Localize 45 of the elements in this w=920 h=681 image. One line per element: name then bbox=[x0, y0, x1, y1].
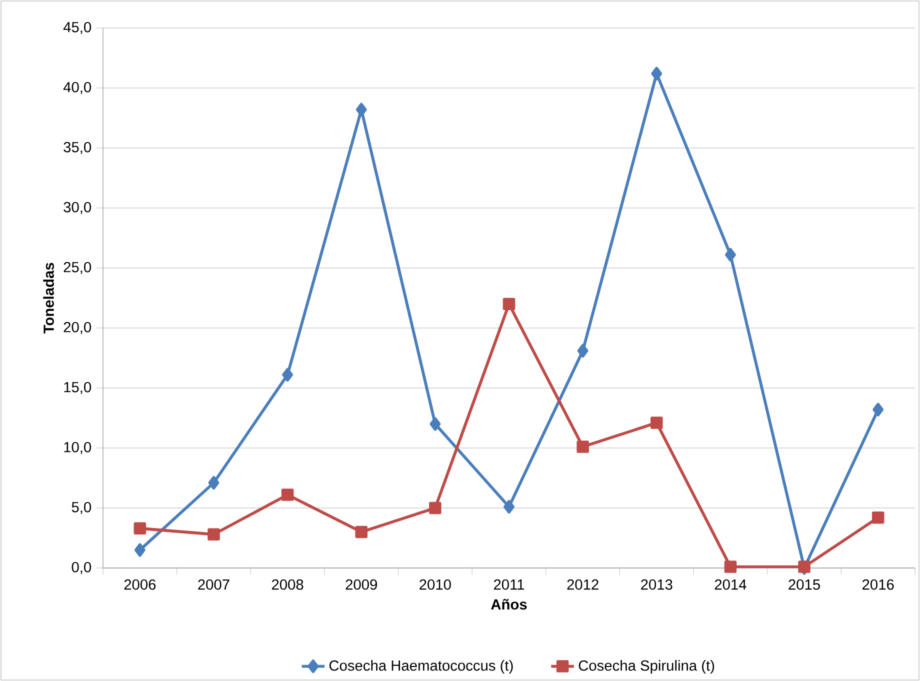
point bbox=[208, 476, 220, 490]
point bbox=[429, 502, 442, 514]
y-axis-title: Toneladas bbox=[43, 262, 54, 334]
point bbox=[134, 543, 146, 557]
point bbox=[872, 511, 884, 524]
point bbox=[651, 66, 662, 80]
x-tick-label: 2015 bbox=[788, 579, 820, 590]
point bbox=[134, 522, 146, 535]
point bbox=[355, 526, 368, 538]
point bbox=[430, 417, 441, 431]
point bbox=[281, 488, 294, 501]
point bbox=[356, 102, 367, 116]
y-tick-label: 30,0 bbox=[64, 202, 92, 214]
x-tick-label: 2007 bbox=[198, 579, 230, 590]
point bbox=[872, 402, 884, 416]
point bbox=[650, 416, 663, 429]
point bbox=[504, 500, 514, 514]
x-tick-label: 2011 bbox=[494, 579, 524, 590]
y-tick-label: 45,0 bbox=[63, 22, 92, 34]
y-tick-label: 40,0 bbox=[63, 82, 92, 94]
x-tick-label: 2006 bbox=[124, 579, 156, 590]
y-tick-label: 0,0 bbox=[72, 562, 92, 574]
point bbox=[502, 298, 516, 310]
y-tick-label: 25,0 bbox=[64, 262, 92, 274]
point bbox=[282, 368, 294, 382]
point bbox=[724, 248, 736, 262]
x-tick-label: 2016 bbox=[862, 579, 894, 590]
y-tick-label: 20,0 bbox=[64, 322, 92, 334]
x-tick-label: 2009 bbox=[346, 579, 377, 590]
point bbox=[576, 440, 589, 453]
legend-label: Cosecha Spirulina (t) bbox=[578, 660, 714, 674]
y-tick-label: 15,0 bbox=[64, 382, 92, 394]
point bbox=[724, 560, 737, 573]
x-axis-title: Años bbox=[491, 598, 527, 610]
y-tick-label: 10,0 bbox=[64, 442, 92, 454]
x-tick-label: 2008 bbox=[272, 579, 304, 590]
x-tick-label: 2014 bbox=[714, 579, 746, 590]
x-tick-label: 2013 bbox=[641, 579, 672, 590]
y-tick-label: 5,0 bbox=[72, 502, 92, 514]
point bbox=[208, 528, 220, 541]
x-tick-label: 2010 bbox=[420, 579, 451, 590]
point bbox=[577, 344, 588, 358]
legend-label: Cosecha Haematococcus (t) bbox=[329, 660, 513, 674]
y-tick-label: 35,0 bbox=[64, 142, 92, 154]
x-tick-label: 2012 bbox=[567, 579, 598, 590]
